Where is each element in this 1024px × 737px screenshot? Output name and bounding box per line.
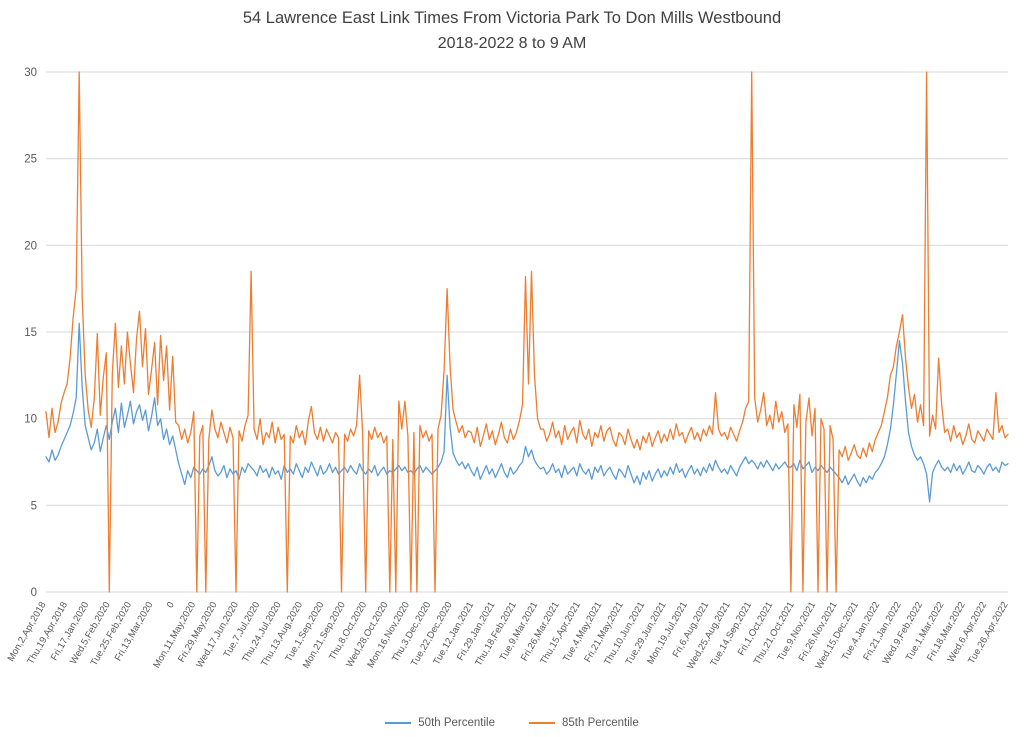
x-axis-tick-label: 0: [165, 600, 177, 610]
y-axis-tick-label: 10: [24, 414, 37, 426]
y-axis-tick-label: 30: [24, 67, 37, 79]
legend-line-sample-50th: [385, 722, 412, 724]
y-axis-tick-label: 15: [24, 327, 37, 339]
chart-title-line2: 2018-2022 8 to 9 AM: [437, 35, 587, 52]
y-axis-tick-label: 20: [24, 240, 37, 252]
y-axis-tick-label: 25: [24, 154, 37, 166]
x-axis-tick-labels: Mon,2,Apr,2018Thu,19,Apr,2018Fri,17,Jan,…: [6, 600, 1011, 671]
series-line-85th-percentile: [45, 71, 1009, 593]
chart-legend: 50th Percentile 85th Percentile: [0, 717, 1024, 729]
legend-line-sample-85th: [529, 722, 555, 724]
legend-label-85th: 85th Percentile: [562, 717, 639, 729]
legend-label-50th: 50th Percentile: [418, 717, 495, 729]
y-axis-tick-label: 5: [31, 500, 37, 512]
gridlines: [46, 71, 1008, 593]
series-line-50th-percentile: [45, 322, 1009, 503]
legend-item-50th-percentile: 50th Percentile: [385, 717, 495, 729]
chart-title-line1: 54 Lawrence East Link Times From Victori…: [242, 9, 782, 27]
chart-title: 54 Lawrence East Link Times From Victori…: [0, 6, 1024, 56]
legend-item-85th-percentile: 85th Percentile: [529, 717, 639, 729]
y-axis-tick-label: 0: [31, 587, 37, 599]
